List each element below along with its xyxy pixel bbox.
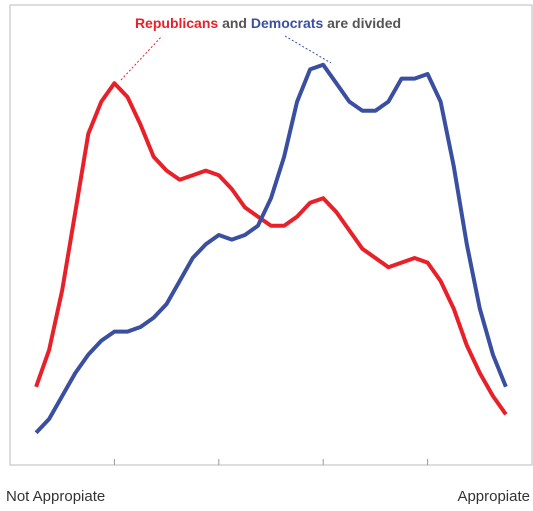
annotation-part: Republicans [135, 15, 218, 31]
annotation-leader [284, 35, 332, 64]
annotation-part: and [222, 15, 247, 31]
series-line [34, 62, 508, 435]
annotation: Republicans and Democrats are divided [135, 15, 401, 31]
annotation-part: Democrats [251, 15, 324, 31]
annotation-part: are divided [327, 15, 401, 31]
x-end-label: Not Appropiate [6, 488, 105, 505]
plot-frame [9, 4, 533, 466]
series-line [34, 81, 508, 416]
annotation-leader [120, 35, 163, 81]
x-end-label: Appropiate [457, 488, 530, 505]
